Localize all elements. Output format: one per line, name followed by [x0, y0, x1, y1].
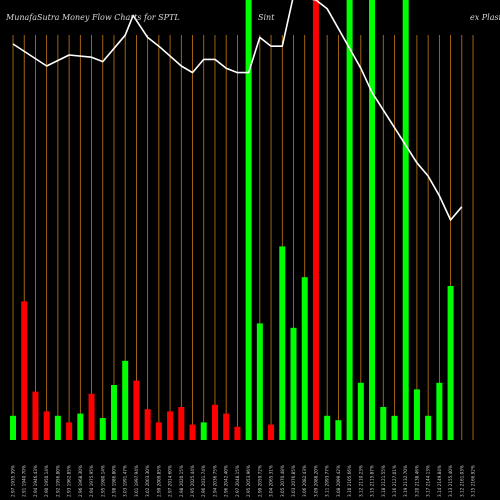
chart-title-right: ex Plasti: [470, 13, 500, 22]
x-tick-label: 2.96 2042.40%: [224, 465, 229, 497]
x-tick-label: 2.92 1956.80%: [55, 465, 60, 497]
x-tick-label: 3.14 2149.84%: [437, 465, 442, 497]
x-tick-label: 3.20 2138.46%: [414, 465, 419, 497]
x-tick-label: 3.19 2132.70%: [403, 465, 408, 497]
chart-title-mid: Sint: [258, 13, 275, 22]
flow-bar: [279, 246, 286, 440]
x-tick-label: 3.03 1991.47%: [123, 465, 128, 497]
flow-bar: [32, 391, 39, 440]
flow-bar: [99, 418, 106, 440]
flow-bar: [357, 382, 364, 440]
flow-bar: [66, 422, 73, 440]
x-tick-label: 2.97 2014.60%: [168, 465, 173, 497]
x-tick-label: 3.10 2105.66%: [347, 465, 352, 497]
flow-bar: [335, 420, 342, 440]
flow-bar: [77, 413, 84, 440]
x-tick-label: 3.02 2003.30%: [145, 465, 150, 497]
flow-bar: [301, 277, 308, 440]
bar-series: [10, 0, 454, 440]
x-tick-label: 2.90 1950.14%: [44, 465, 49, 497]
flow-bar: [167, 411, 174, 440]
flow-bar: [43, 411, 50, 440]
x-tick-label: 2.97 1935.39%: [11, 465, 16, 497]
x-tick-label: 3.16 2127.01%: [392, 465, 397, 497]
flow-bar: [223, 413, 230, 440]
x-tick-label: 2.98 1986.80%: [111, 465, 116, 497]
flow-bar: [54, 415, 61, 440]
x-tick-label: 3.13 2155.40%: [448, 465, 453, 497]
x-tick-label: 3.12 2110.23%: [358, 465, 363, 497]
x-tick-label: 3.18 2121.55%: [381, 465, 386, 497]
x-tick-label: 3.04 2065.31%: [269, 465, 274, 497]
flow-bar: [155, 422, 162, 440]
flow-bar: [133, 380, 140, 440]
x-tick-label: 3.03 2076.85%: [291, 465, 296, 497]
x-tick-label: 2.94 2036.75%: [212, 465, 217, 497]
flow-bar: [211, 404, 218, 440]
flow-bar: [234, 426, 241, 440]
x-tick-label: 3.15 2166.92%: [471, 465, 476, 497]
flow-bar: [436, 382, 443, 440]
flow-bar: [369, 0, 376, 440]
flow-bar: [324, 415, 331, 440]
x-tick-label: 3.12 2161.03%: [459, 465, 464, 497]
flow-bar: [144, 409, 151, 440]
x-tick-label: 2.98 2020.15%: [179, 465, 184, 497]
flow-bar: [312, 0, 319, 440]
x-tick-label: 2.94 1946.43%: [33, 465, 38, 497]
flow-bar: [290, 327, 297, 440]
x-tick-label: 2.96 2031.74%: [201, 465, 206, 497]
flow-bar: [380, 407, 387, 440]
x-tick-label: 2.93 1962.85%: [67, 465, 72, 497]
x-tick-label: 2.94 1975.95%: [89, 465, 94, 497]
chart-title-left: MunafaSutra Money Flow Charts for SPTL: [5, 13, 180, 22]
x-tick-label: 2.97 2048.15%: [235, 465, 240, 497]
x-tick-label: 3.17 2144.13%: [426, 465, 431, 497]
x-tick-label: 2.95 1980.14%: [100, 465, 105, 497]
x-tick-label: 3.05 2070.48%: [280, 465, 285, 497]
x-tick-label: 2.91 1940.70%: [22, 465, 27, 497]
flow-bar: [178, 407, 185, 440]
x-tick-label: 3.01 1997.94%: [134, 465, 139, 497]
flow-bar: [245, 0, 252, 440]
flow-bar: [110, 385, 117, 440]
flow-bar: [256, 323, 263, 440]
x-tick-label: 2.99 2009.85%: [156, 465, 161, 497]
x-tick-label: 3.06 2082.43%: [302, 465, 307, 497]
flow-bar: [10, 415, 16, 440]
flow-bar: [122, 360, 129, 440]
x-tick-label: 3.15 2115.87%: [370, 465, 375, 497]
x-tick-labels: 2.97 1935.39% 2.91 1940.70% 2.94 1946.43% 2…: [11, 465, 476, 497]
flow-bar: [413, 389, 420, 440]
x-tick-label: 2.99 2059.72%: [257, 465, 262, 497]
x-tick-label: 3.11 2093.77%: [325, 465, 330, 497]
flow-bar: [88, 393, 95, 440]
flow-bar: [447, 286, 454, 440]
price-line-series: [12, 0, 463, 221]
flow-bar: [346, 0, 353, 440]
x-tick-label: 2.95 2025.44%: [190, 465, 195, 497]
flow-bar: [268, 424, 275, 440]
flow-bar: [402, 0, 409, 440]
price-line: [12, 0, 463, 221]
x-tick-label: 2.95 2053.96%: [246, 465, 251, 497]
x-tick-label: 3.09 2088.20%: [313, 465, 318, 497]
flow-bar: [21, 301, 28, 440]
flow-bar: [189, 424, 196, 440]
flow-bar: [425, 415, 432, 440]
x-tick-label: 2.96 1968.30%: [78, 465, 83, 497]
x-tick-label: 3.08 2099.42%: [336, 465, 341, 497]
flow-bar: [200, 422, 207, 440]
flow-bar: [391, 415, 398, 440]
